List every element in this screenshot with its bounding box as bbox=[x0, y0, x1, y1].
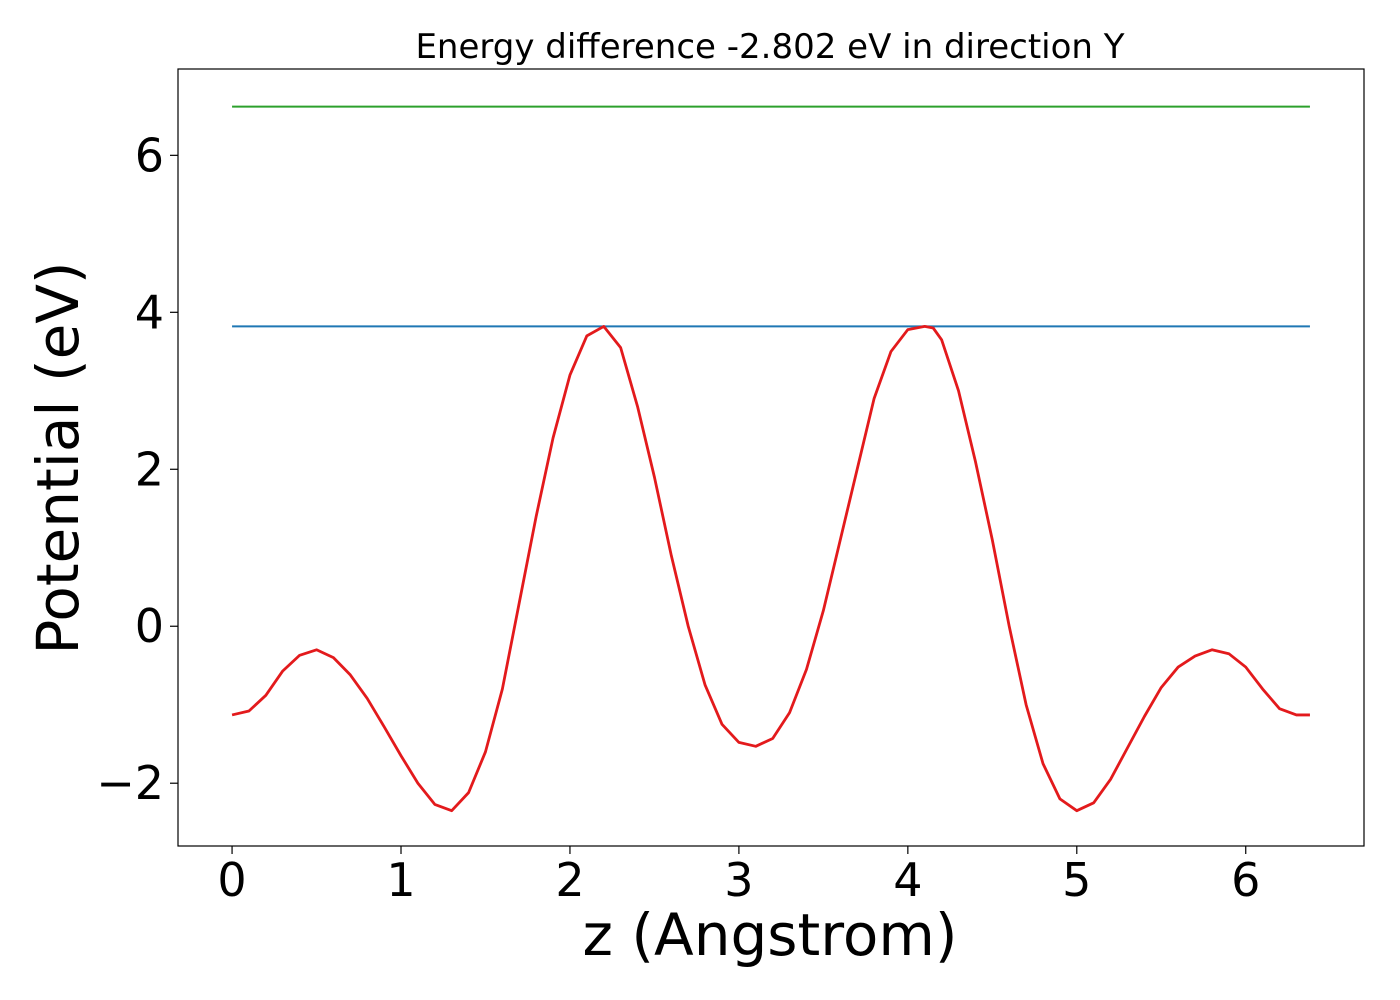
y-tick-label: −2 bbox=[96, 756, 164, 810]
y-tick-label: 6 bbox=[135, 128, 164, 182]
plot-lines bbox=[231, 105, 1310, 813]
x-tick-label: 0 bbox=[217, 853, 246, 907]
x-tick-label: 1 bbox=[386, 853, 415, 907]
y-tick-label: 4 bbox=[135, 285, 164, 339]
y-tick-label: 0 bbox=[135, 599, 164, 653]
x-tick-label: 4 bbox=[893, 853, 922, 907]
series-line-3 bbox=[231, 325, 1310, 813]
x-tick-label: 2 bbox=[555, 853, 584, 907]
x-axis-label: z (Angstrom) bbox=[583, 901, 958, 969]
y-tick-label: 2 bbox=[135, 442, 164, 496]
x-axis-ticks: 0 1 2 3 4 5 6 bbox=[217, 846, 1260, 907]
y-axis-label: Potential (eV) bbox=[24, 261, 92, 654]
plot-frame bbox=[177, 68, 1365, 847]
chart-title: Energy difference -2.802 eV in direction… bbox=[415, 27, 1124, 67]
y-axis-ticks: −2 0 2 4 6 bbox=[96, 128, 178, 810]
x-tick-label: 5 bbox=[1062, 853, 1091, 907]
x-tick-label: 6 bbox=[1231, 853, 1260, 907]
x-tick-label: 3 bbox=[724, 853, 753, 907]
